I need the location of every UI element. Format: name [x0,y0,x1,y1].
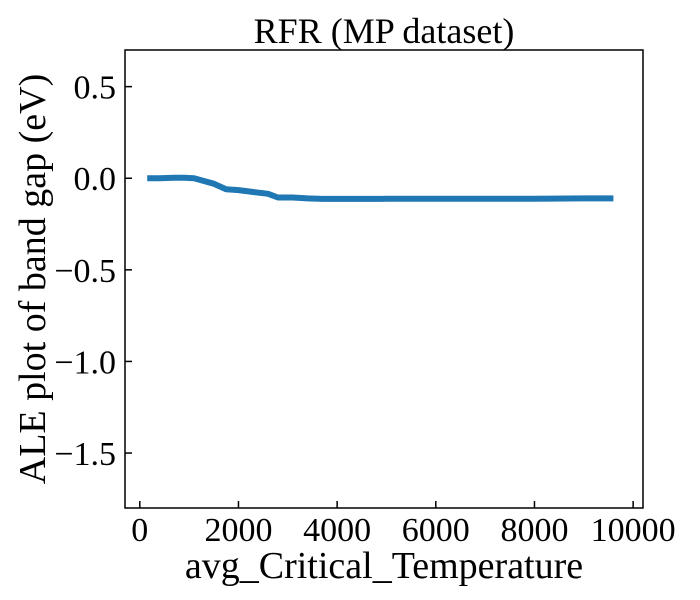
plot-frame [124,49,644,509]
x-tick-label: 2000 [204,512,272,549]
x-tick-label: 10000 [591,512,676,549]
x-axis-ticks: 0 2000 4000 6000 8000 10000 [131,501,676,549]
y-tick-label: −1.0 [54,344,116,381]
y-axis-ticks: 0.5 0.0 −0.5 −1.0 −1.5 [54,70,132,473]
y-axis-label: ALE plot of band gap (eV) [12,74,54,485]
plot-series [147,174,614,202]
y-tick-label: 0.0 [74,161,117,198]
x-tick-label: 8000 [500,512,568,549]
y-tick-label: 0.5 [74,70,117,107]
y-tick-label: −1.5 [54,436,116,473]
x-tick-label: 0 [131,512,148,549]
ale-series-line [147,174,614,202]
x-tick-label: 4000 [303,512,371,549]
x-tick-label: 6000 [402,512,470,549]
y-tick-label: −0.5 [54,253,116,290]
x-axis-label: avg_Critical_Temperature [185,545,583,587]
chart-title: RFR (MP dataset) [254,11,515,51]
